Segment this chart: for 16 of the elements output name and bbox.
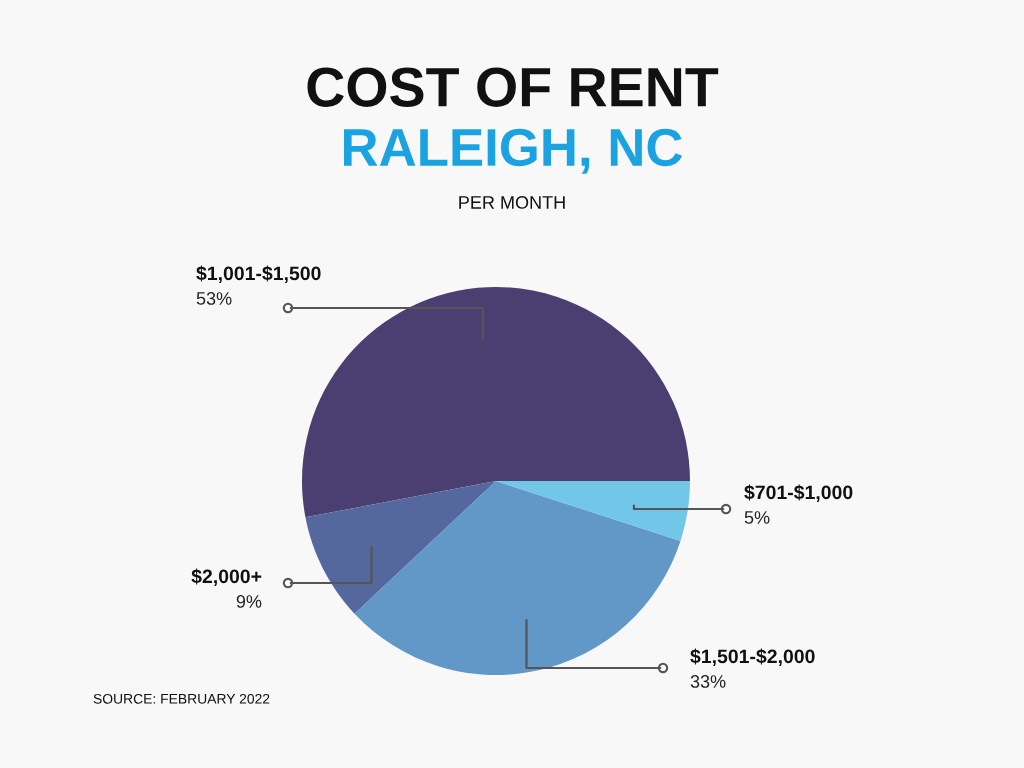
data-label: 9%	[236, 595, 262, 608]
pie-slice	[354, 481, 681, 675]
slice-label: $1,501-$2,000	[690, 648, 815, 667]
chart-subtitle: RALEIGH, NC	[344, 128, 683, 174]
slice-label: $701-$1,000	[744, 484, 853, 503]
data-label: 5%	[744, 511, 770, 524]
source-note: SOURCE: FEBRUARY 2022	[93, 693, 270, 704]
pie-slice	[305, 481, 496, 614]
slice-label: $1,001-$1,500	[196, 265, 321, 284]
text: PER MONTH	[459, 196, 565, 209]
chart-title: COST OF RENT	[307, 67, 719, 107]
slice-label: $2,000+	[191, 568, 262, 587]
data-label: 33%	[690, 675, 726, 688]
data-label: 53%	[196, 292, 232, 305]
pie-slice	[302, 287, 690, 518]
pie-slice	[496, 481, 690, 541]
